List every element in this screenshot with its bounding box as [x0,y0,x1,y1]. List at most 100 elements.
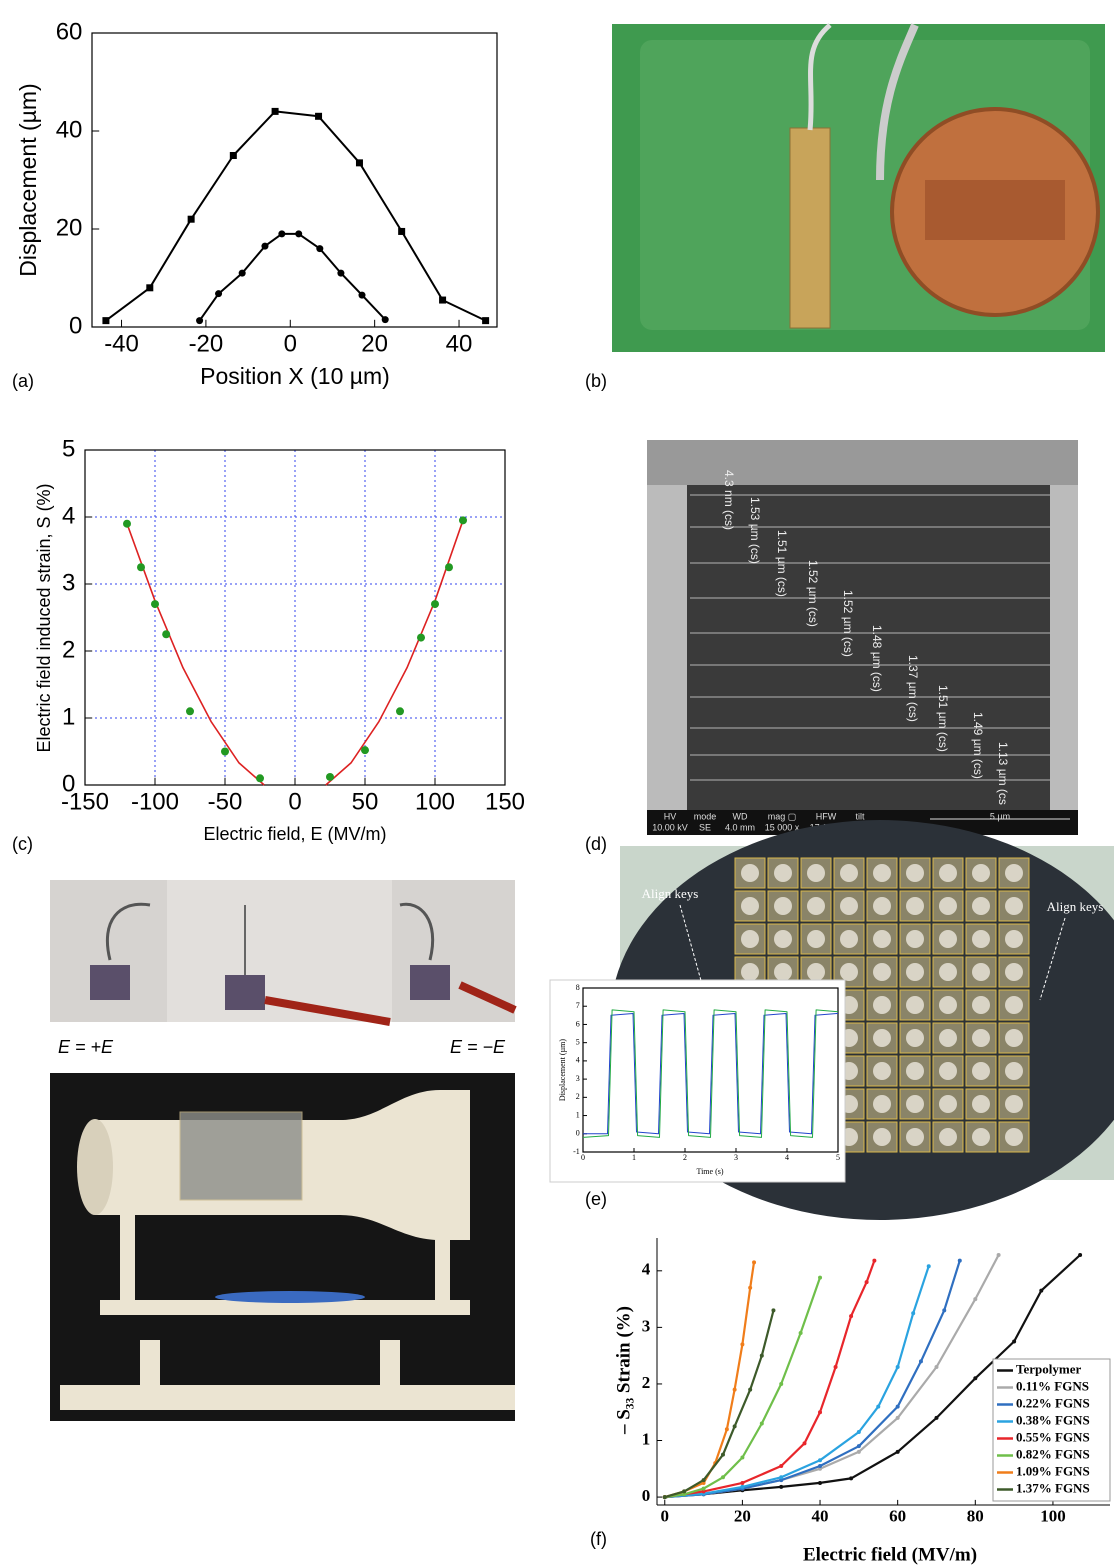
die-pad [840,930,858,948]
die-pad [807,897,825,915]
align-label: Align keys [642,886,699,901]
die-pad [741,864,759,882]
sem-label: 1.52 µm (cs) [841,590,855,657]
point [934,1365,938,1369]
y-tick-label: 0 [62,770,75,797]
die-pad [774,897,792,915]
point [1078,1253,1082,1257]
legend-label: 0.55% FGNS [1016,1429,1090,1444]
y-tick-label: 6 [576,1019,580,1028]
point [278,230,285,237]
point [682,1489,686,1493]
point [865,1280,869,1284]
die-pad [972,1095,990,1113]
die-pad [873,996,891,1014]
point [123,520,131,528]
point [997,1253,1001,1257]
sem-value: 4.0 mm [725,822,755,832]
point [857,1430,861,1434]
point [760,1354,764,1358]
panel-label: (c) [12,834,33,854]
chart: 02040608010001234Electric field (MV/m)– … [613,1238,1110,1565]
chart: -40-20020400204060Position X (10 µm)Disp… [15,18,497,389]
point [721,1475,725,1479]
y-tick-label: 1 [62,703,75,730]
point [215,290,222,297]
die-pad [939,1095,957,1113]
panel-label: (e) [585,1189,607,1209]
y-axis-label: – S₃₃ Strain (%) [613,1306,634,1435]
y-tick-label: 3 [62,569,75,596]
sem-label: 1.48 µm (cs) [870,625,884,692]
panel-label: (f) [590,1529,607,1549]
x-tick-label: 40 [812,1507,829,1526]
sem-label: 1.13 µm (cs [996,742,1010,805]
y-tick-label: 3 [576,1074,580,1083]
point [748,1286,752,1290]
x-tick-label: 80 [967,1507,984,1526]
point [896,1365,900,1369]
point [896,1405,900,1409]
die-pad [972,864,990,882]
x-axis-label: Time (s) [696,1167,723,1176]
y-tick-label: 2 [62,636,75,663]
die-pad [1005,897,1023,915]
legend-label: 0.22% FGNS [1016,1395,1090,1410]
point [702,1478,706,1482]
point [337,270,344,277]
point [799,1331,803,1335]
x-tick-label: 0 [288,788,301,815]
y-tick-label: 0 [642,1486,651,1505]
point [779,1464,783,1468]
point [439,297,446,304]
point [760,1422,764,1426]
point [733,1388,737,1392]
x-tick-label: 1 [632,1153,636,1162]
point [221,748,229,756]
die-pad [873,1128,891,1146]
x-tick-label: 40 [446,330,473,357]
point [919,1359,923,1363]
die-pad [1005,1062,1023,1080]
point [857,1450,861,1454]
die-pad [840,897,858,915]
align-label: Align keys [1047,899,1104,914]
die-pad [972,996,990,1014]
point [740,1455,744,1459]
x-tick-label: 0 [661,1507,670,1526]
series-line [665,1278,820,1498]
die-pad [906,1128,924,1146]
point [834,1365,838,1369]
y-tick-label: 7 [576,1001,580,1010]
point [663,1495,667,1499]
die-pad [873,1062,891,1080]
die-pad [939,1029,957,1047]
y-axis-label: Electric field induced strain, S (%) [34,483,54,752]
point [779,1475,783,1479]
panel-label: (b) [585,371,607,391]
die-pad [939,996,957,1014]
point [459,516,467,524]
y-tick-label: 20 [56,214,83,241]
die-pad [873,930,891,948]
die-pad [906,963,924,981]
x-tick-label: 0 [284,330,297,357]
series-line [665,1261,960,1498]
point [162,630,170,638]
point [356,159,363,166]
caption-right: E = −E [450,1037,506,1057]
point [316,245,323,252]
x-tick-label: 20 [734,1507,751,1526]
point [445,563,453,571]
chart: -150-100-50050100150012345Electric field… [34,435,525,843]
die-pad [807,864,825,882]
point [272,108,279,115]
x-tick-label: 3 [734,1153,738,1162]
y-axis-label: Displacement (µm) [558,1039,567,1101]
x-tick-label: 60 [889,1507,906,1526]
point [188,216,195,223]
die-pad [972,1128,990,1146]
sem-head: HFW [816,811,837,821]
point [239,270,246,277]
point [482,317,489,324]
